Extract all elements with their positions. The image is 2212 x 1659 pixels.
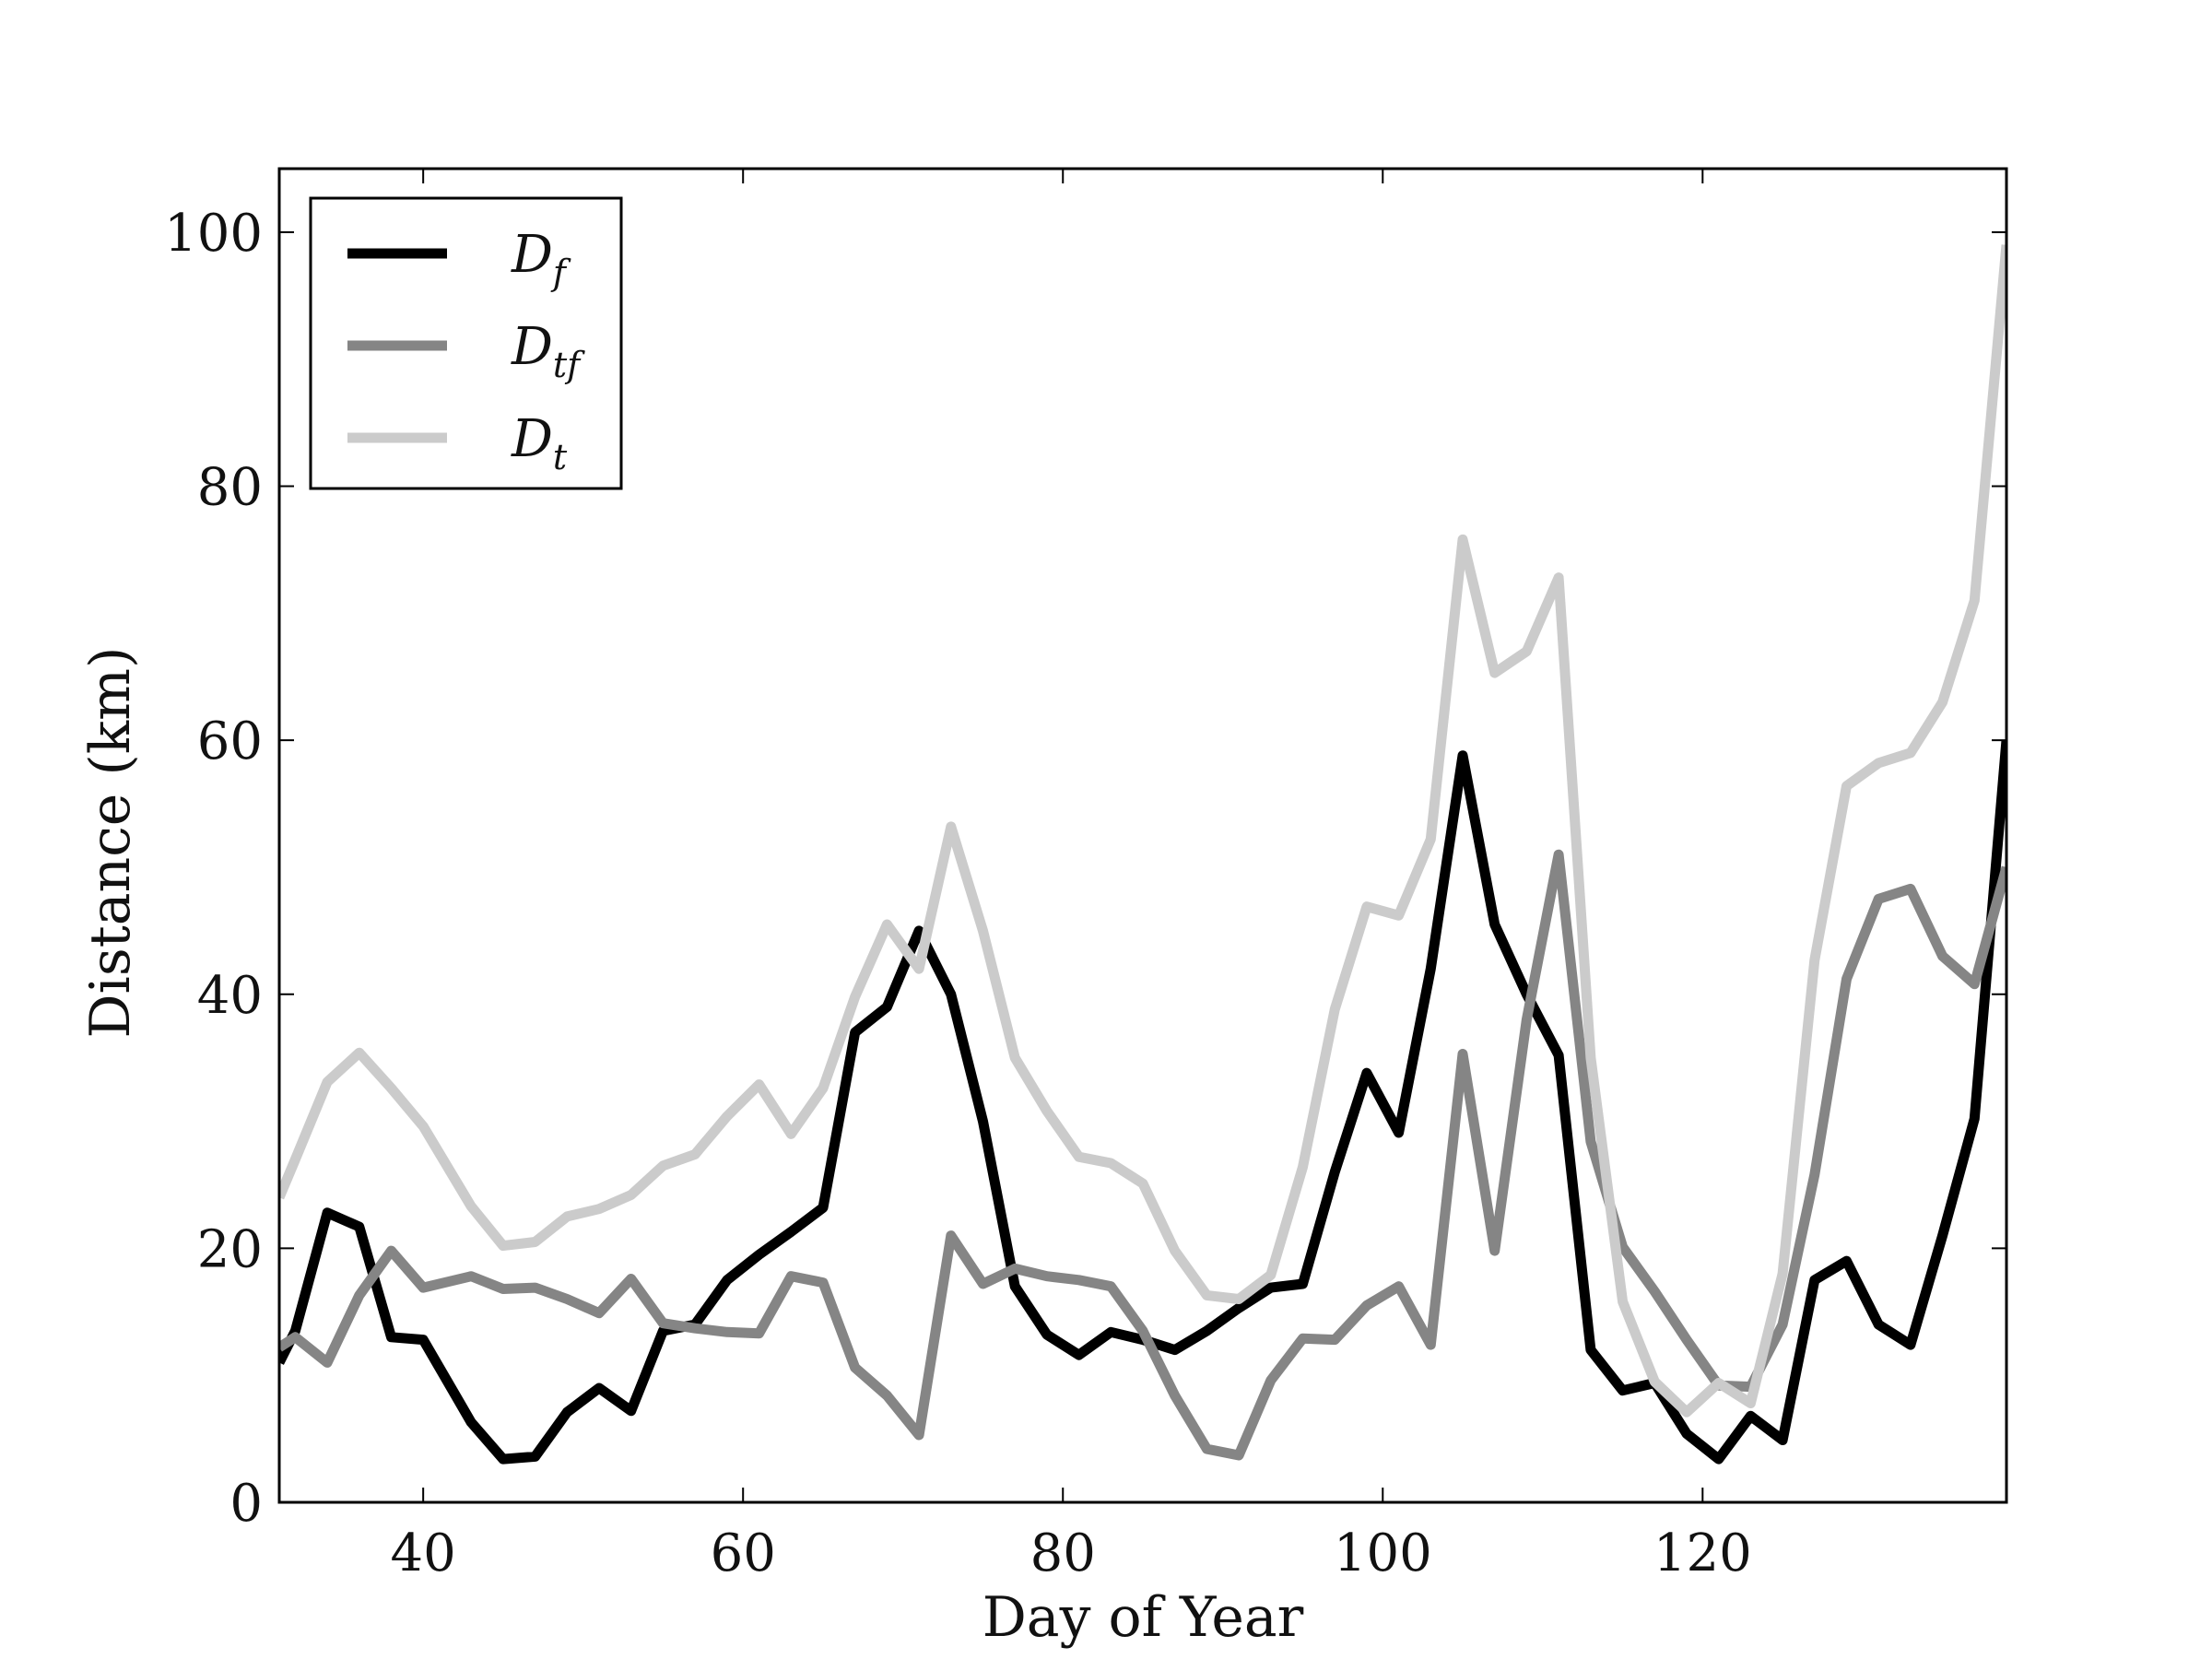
series-line-d-f — [279, 739, 2006, 1465]
axes-layer: 40 60 80 100 120 0 20 40 60 80 100 — [164, 167, 2008, 1583]
x-tick-label: 40 — [391, 1524, 456, 1583]
legend-label: Dtf — [511, 317, 585, 385]
y-tick-label: 0 — [229, 1474, 263, 1534]
plot-frame — [277, 167, 2008, 1504]
x-tick-label: 80 — [1030, 1524, 1096, 1583]
x-axis-title: Day of Year — [982, 1585, 1304, 1650]
y-tick-label: 40 — [197, 966, 263, 1026]
y-axis-title: Distance (km) — [78, 647, 143, 1039]
y-tick-label: 20 — [197, 1219, 263, 1279]
y-tick-label: 100 — [164, 204, 263, 264]
y-tick-label: 60 — [197, 712, 263, 771]
x-tick-label: 100 — [1334, 1524, 1432, 1583]
legend-label: Dt — [511, 409, 568, 477]
x-tick-label: 120 — [1653, 1524, 1752, 1583]
x-tick-label: 60 — [711, 1524, 776, 1583]
series-layer — [279, 244, 2006, 1465]
series-line-d-t — [279, 244, 2006, 1418]
y-tick-label: 80 — [197, 458, 263, 518]
series-line-d-tf — [279, 849, 2006, 1461]
